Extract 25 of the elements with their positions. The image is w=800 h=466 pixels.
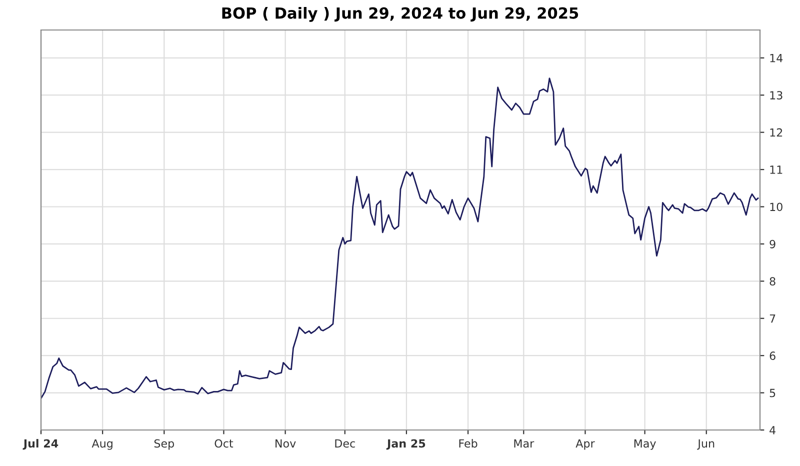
x-tick-label: Mar: [514, 439, 534, 448]
y-tick-label: 13: [770, 91, 782, 100]
x-tick-label: Sep: [154, 439, 174, 450]
y-tick-label: 6: [770, 352, 776, 360]
y-tick-label: 4: [770, 426, 776, 434]
x-tick-label: Dec: [335, 439, 355, 448]
chart-title: BOP ( Daily ) Jun 29, 2024 to Jun 29, 2025: [222, 6, 578, 22]
y-tick-label: 5: [770, 388, 776, 398]
y-tick-label: 7: [770, 314, 776, 323]
x-tick-label: May: [634, 439, 656, 450]
y-tick-label: 11: [770, 166, 782, 174]
x-tick-label: Feb: [459, 439, 478, 448]
x-tick-label: Jun: [697, 439, 714, 450]
y-tick-label: 12: [770, 128, 782, 137]
y-tick-label: 8: [770, 277, 776, 286]
x-tick-label: Aug: [92, 439, 112, 450]
x-tick-label: Jan 25: [386, 439, 426, 450]
y-tick-label: 10: [770, 202, 782, 212]
y-tick-label: 14: [770, 54, 783, 62]
x-tick-label: Jul 24: [22, 439, 58, 450]
x-tick-label: Apr: [576, 439, 595, 450]
y-tick-label: 9: [770, 240, 776, 248]
line-series: [41, 78, 759, 400]
x-tick-label: Nov: [276, 439, 296, 448]
x-tick-label: Oct: [214, 439, 234, 448]
